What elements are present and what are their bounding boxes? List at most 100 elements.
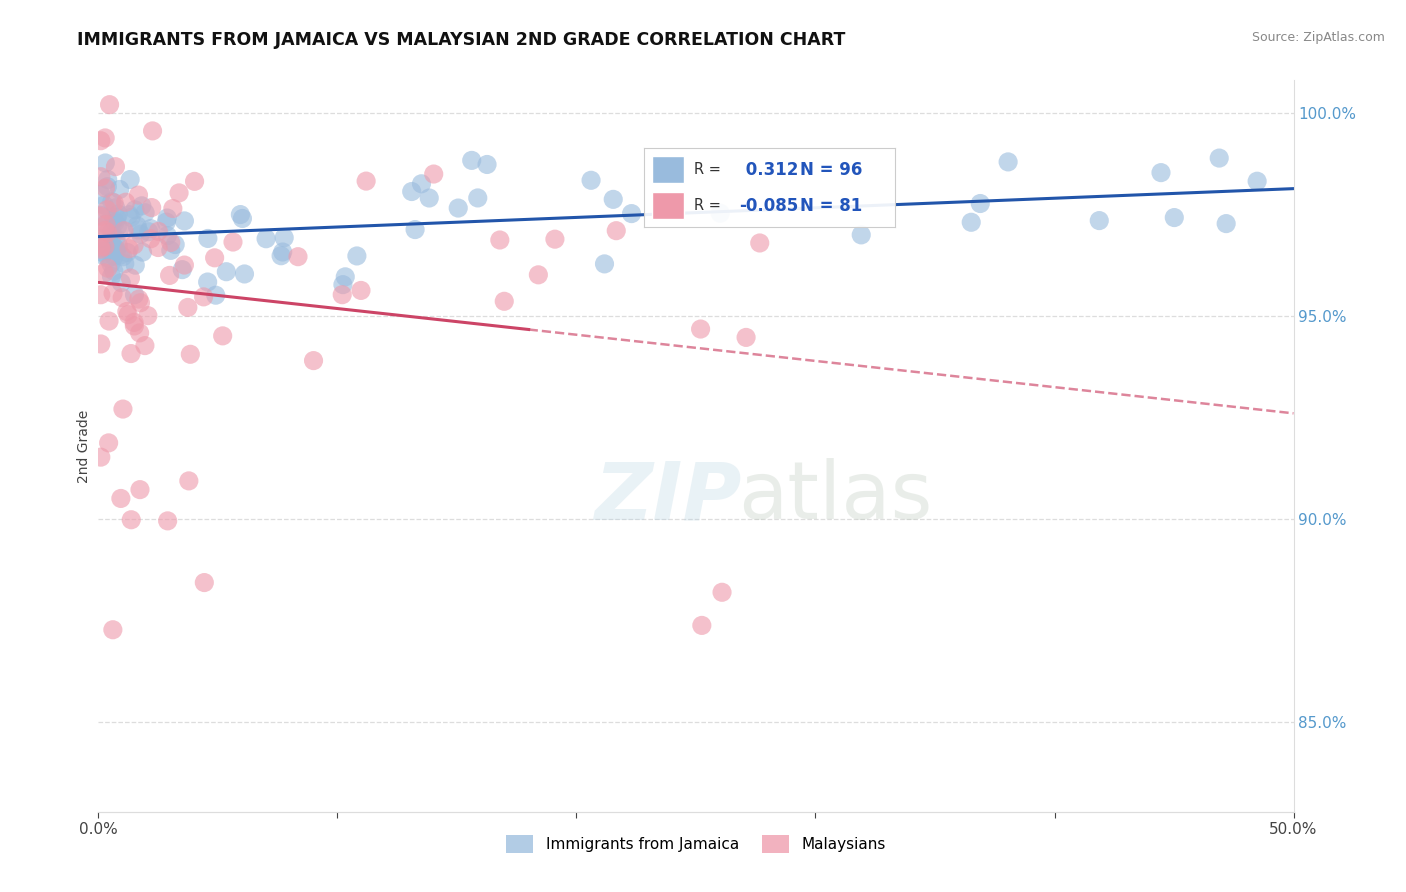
Point [94, 131, 117, 145]
Point [120, 211, 142, 225]
Point [960, 215, 983, 229]
Point [211, 329, 233, 343]
Point [90, 244, 112, 259]
Point [90, 169, 112, 184]
Point [332, 277, 354, 292]
Text: -0.085: -0.085 [740, 197, 799, 215]
Point [605, 224, 627, 238]
Point [997, 155, 1019, 169]
Point [748, 235, 770, 250]
Y-axis label: 2nd Grade: 2nd Grade [77, 409, 91, 483]
Point [128, 326, 150, 340]
Point [422, 167, 444, 181]
Point [139, 232, 162, 246]
Point [131, 245, 153, 260]
Point [94, 239, 117, 253]
Point [1150, 166, 1173, 180]
Point [527, 268, 550, 282]
Point [709, 206, 731, 220]
Text: R =: R = [695, 162, 721, 178]
Point [494, 294, 516, 309]
Bar [652, 193, 685, 219]
Point [689, 322, 711, 336]
Point [222, 235, 245, 249]
Point [112, 224, 135, 238]
Point [90, 232, 112, 246]
Point [1215, 217, 1237, 231]
Point [97, 226, 120, 240]
Point [104, 201, 127, 215]
Point [271, 245, 294, 260]
Point [183, 174, 205, 188]
Point [159, 235, 181, 250]
Point [544, 232, 567, 246]
Text: R =: R = [695, 198, 721, 213]
Point [346, 249, 368, 263]
Point [105, 231, 128, 245]
Point [108, 222, 131, 236]
Point [418, 191, 440, 205]
Point [254, 232, 277, 246]
Point [167, 186, 190, 200]
Point [90, 210, 112, 224]
Point [215, 265, 238, 279]
Point [488, 233, 510, 247]
Point [91, 248, 114, 262]
Point [131, 199, 153, 213]
Point [579, 173, 602, 187]
Point [461, 153, 484, 168]
Point [735, 330, 758, 344]
Point [108, 182, 131, 196]
Point [127, 188, 149, 202]
Point [690, 618, 713, 632]
Point [93, 198, 115, 212]
Point [110, 276, 132, 290]
Point [156, 228, 179, 243]
Legend: Immigrants from Jamaica, Malaysians: Immigrants from Jamaica, Malaysians [501, 829, 891, 859]
Point [148, 224, 170, 238]
Point [105, 244, 128, 258]
Point [177, 474, 200, 488]
Point [90, 187, 112, 202]
Point [98, 244, 121, 258]
Point [129, 227, 152, 242]
Point [475, 157, 498, 171]
Point [193, 290, 215, 304]
Text: Source: ZipAtlas.com: Source: ZipAtlas.com [1251, 31, 1385, 45]
Point [231, 211, 253, 226]
Point [90, 287, 112, 301]
Point [177, 301, 200, 315]
Point [94, 181, 117, 195]
Point [270, 249, 292, 263]
Point [96, 218, 118, 232]
Point [90, 337, 112, 351]
Point [101, 286, 124, 301]
Point [107, 238, 129, 252]
Text: 0.312: 0.312 [740, 161, 799, 178]
Point [330, 287, 353, 301]
Point [593, 257, 616, 271]
Point [127, 219, 149, 233]
Point [229, 208, 252, 222]
Point [100, 257, 122, 271]
Point [94, 239, 117, 253]
Point [90, 134, 112, 148]
Point [103, 241, 125, 255]
Point [104, 242, 127, 256]
Point [146, 241, 169, 255]
Point [162, 202, 184, 216]
Point [302, 353, 325, 368]
Point [105, 211, 128, 225]
Point [134, 338, 156, 352]
Point [101, 229, 124, 244]
Point [197, 231, 219, 245]
Text: N = 96: N = 96 [800, 161, 862, 178]
Point [94, 223, 117, 237]
Point [94, 217, 117, 231]
Text: atlas: atlas [738, 458, 932, 536]
Point [120, 513, 142, 527]
Point [401, 185, 423, 199]
Point [156, 514, 179, 528]
Point [118, 242, 141, 256]
Point [97, 435, 120, 450]
